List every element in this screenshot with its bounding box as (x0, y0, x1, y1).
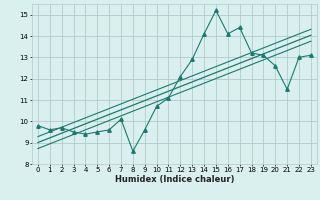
X-axis label: Humidex (Indice chaleur): Humidex (Indice chaleur) (115, 175, 234, 184)
